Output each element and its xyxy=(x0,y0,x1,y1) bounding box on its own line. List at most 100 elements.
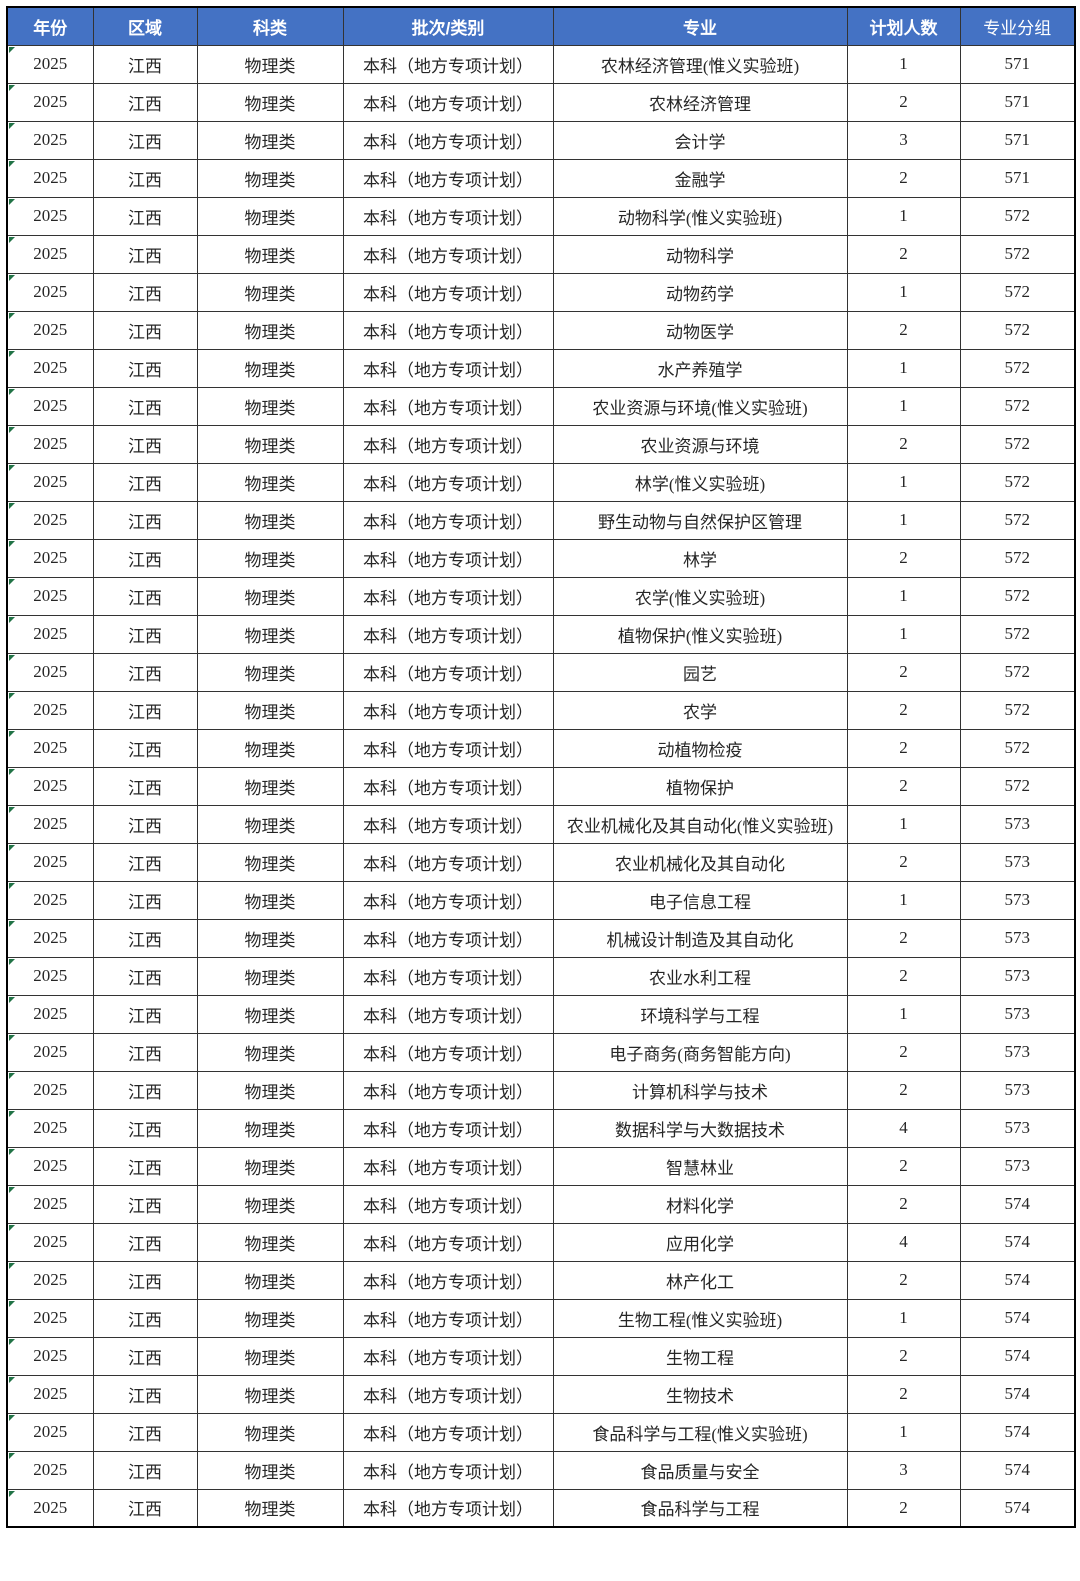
major-group-value: 572 xyxy=(1004,244,1031,263)
major-cell: 环境科学与工程 xyxy=(552,994,848,1034)
table-row: 2025 江西 物理类 本科（地方专项计划） 食品科学与工程(惟义实验班) 1 … xyxy=(6,1412,1076,1452)
batch-cell: 本科（地方专项计划） xyxy=(342,1374,554,1414)
major-cell: 动物科学(惟义实验班) xyxy=(552,196,848,236)
subject-category-cell: 物理类 xyxy=(196,386,344,426)
year-value: 2025 xyxy=(33,358,68,377)
subject-category-cell: 物理类 xyxy=(196,538,344,578)
major-value: 计算机科学与技术 xyxy=(632,1082,768,1102)
plan-count-cell: 1 xyxy=(846,272,961,312)
subject-category-value: 物理类 xyxy=(244,284,296,304)
region-cell: 江西 xyxy=(92,500,198,540)
region-cell: 江西 xyxy=(92,158,198,198)
plan-count-value: 2 xyxy=(899,700,908,719)
region-cell: 江西 xyxy=(92,120,198,160)
table-row: 2025 江西 物理类 本科（地方专项计划） 计算机科学与技术 2 573 xyxy=(6,1070,1076,1110)
batch-value: 本科（地方专项计划） xyxy=(363,512,533,532)
year-cell: 2025 xyxy=(6,272,94,312)
major-value: 生物工程(惟义实验班) xyxy=(617,1310,783,1330)
header-cell-subject-category: 科类 xyxy=(196,6,344,46)
batch-cell: 本科（地方专项计划） xyxy=(342,120,554,160)
subject-category-value: 物理类 xyxy=(244,588,296,608)
region-cell: 江西 xyxy=(92,728,198,768)
major-group-cell: 572 xyxy=(959,424,1076,464)
batch-value: 本科（地方专项计划） xyxy=(363,702,533,722)
year-cell: 2025 xyxy=(6,538,94,578)
table-row: 2025 江西 物理类 本科（地方专项计划） 应用化学 4 574 xyxy=(6,1222,1076,1262)
subject-category-cell: 物理类 xyxy=(196,196,344,236)
plan-count-cell: 3 xyxy=(846,120,961,160)
table-row: 2025 江西 物理类 本科（地方专项计划） 农业水利工程 2 573 xyxy=(6,956,1076,996)
region-value: 江西 xyxy=(128,284,162,304)
excel-flag-triangle-icon xyxy=(9,198,15,205)
major-group-value: 573 xyxy=(1004,928,1031,947)
batch-cell: 本科（地方专项计划） xyxy=(342,1336,554,1376)
table-row: 2025 江西 物理类 本科（地方专项计划） 生物工程 2 574 xyxy=(6,1336,1076,1376)
major-group-value: 571 xyxy=(1004,92,1031,111)
batch-cell: 本科（地方专项计划） xyxy=(342,196,554,236)
major-value: 农林经济管理 xyxy=(649,94,751,114)
subject-category-value: 物理类 xyxy=(244,930,296,950)
major-group-value: 572 xyxy=(1004,586,1031,605)
major-value: 动植物检疫 xyxy=(657,740,743,760)
year-cell: 2025 xyxy=(6,120,94,160)
subject-category-cell: 物理类 xyxy=(196,500,344,540)
excel-flag-triangle-icon xyxy=(9,464,15,471)
plan-count-value: 1 xyxy=(899,890,908,909)
major-value: 农业水利工程 xyxy=(649,968,751,988)
batch-value: 本科（地方专项计划） xyxy=(363,1196,533,1216)
excel-flag-triangle-icon xyxy=(9,920,15,927)
major-value: 应用化学 xyxy=(666,1234,734,1254)
table-row: 2025 江西 物理类 本科（地方专项计划） 材料化学 2 574 xyxy=(6,1184,1076,1224)
major-group-cell: 572 xyxy=(959,614,1076,654)
year-cell: 2025 xyxy=(6,500,94,540)
batch-value: 本科（地方专项计划） xyxy=(363,968,533,988)
year-value: 2025 xyxy=(33,852,68,871)
major-value: 农业机械化及其自动化(惟义实验班) xyxy=(566,816,834,836)
year-value: 2025 xyxy=(33,738,68,757)
batch-cell: 本科（地方专项计划） xyxy=(342,500,554,540)
year-cell: 2025 xyxy=(6,44,94,84)
header-cell-major-group: 专业分组 xyxy=(959,6,1076,46)
table-row: 2025 江西 物理类 本科（地方专项计划） 园艺 2 572 xyxy=(6,652,1076,692)
region-value: 江西 xyxy=(128,664,162,684)
major-cell: 金融学 xyxy=(552,158,848,198)
subject-category-value: 物理类 xyxy=(244,968,296,988)
major-value: 动物医学 xyxy=(666,322,734,342)
subject-category-value: 物理类 xyxy=(244,322,296,342)
year-value: 2025 xyxy=(33,130,68,149)
subject-category-cell: 物理类 xyxy=(196,994,344,1034)
plan-count-value: 4 xyxy=(899,1118,908,1137)
plan-count-value: 2 xyxy=(899,662,908,681)
major-cell: 农业水利工程 xyxy=(552,956,848,996)
excel-flag-triangle-icon xyxy=(9,350,15,357)
plan-count-value: 1 xyxy=(899,358,908,377)
batch-value: 本科（地方专项计划） xyxy=(363,1272,533,1292)
excel-flag-triangle-icon xyxy=(9,46,15,53)
year-value: 2025 xyxy=(33,206,68,225)
major-group-value: 571 xyxy=(1004,54,1031,73)
major-group-cell: 572 xyxy=(959,500,1076,540)
plan-count-value: 1 xyxy=(899,814,908,833)
batch-cell: 本科（地方专项计划） xyxy=(342,310,554,350)
batch-value: 本科（地方专项计划） xyxy=(363,94,533,114)
region-cell: 江西 xyxy=(92,1070,198,1110)
region-value: 江西 xyxy=(128,550,162,570)
major-group-cell: 573 xyxy=(959,1146,1076,1186)
year-cell: 2025 xyxy=(6,1450,94,1490)
year-value: 2025 xyxy=(33,510,68,529)
region-value: 江西 xyxy=(128,892,162,912)
plan-count-value: 2 xyxy=(899,320,908,339)
major-value: 数据科学与大数据技术 xyxy=(615,1120,785,1140)
plan-count-value: 1 xyxy=(899,1308,908,1327)
major-group-cell: 571 xyxy=(959,120,1076,160)
region-value: 江西 xyxy=(128,1424,162,1444)
major-group-cell: 572 xyxy=(959,272,1076,312)
region-cell: 江西 xyxy=(92,880,198,920)
plan-count-cell: 2 xyxy=(846,690,961,730)
major-cell: 食品科学与工程 xyxy=(552,1488,848,1528)
major-value: 金融学 xyxy=(674,170,726,190)
region-value: 江西 xyxy=(128,1120,162,1140)
major-group-value: 572 xyxy=(1004,320,1031,339)
table-body: 2025 江西 物理类 本科（地方专项计划） 农林经济管理(惟义实验班) 1 5… xyxy=(6,44,1076,1528)
subject-category-value: 物理类 xyxy=(244,816,296,836)
